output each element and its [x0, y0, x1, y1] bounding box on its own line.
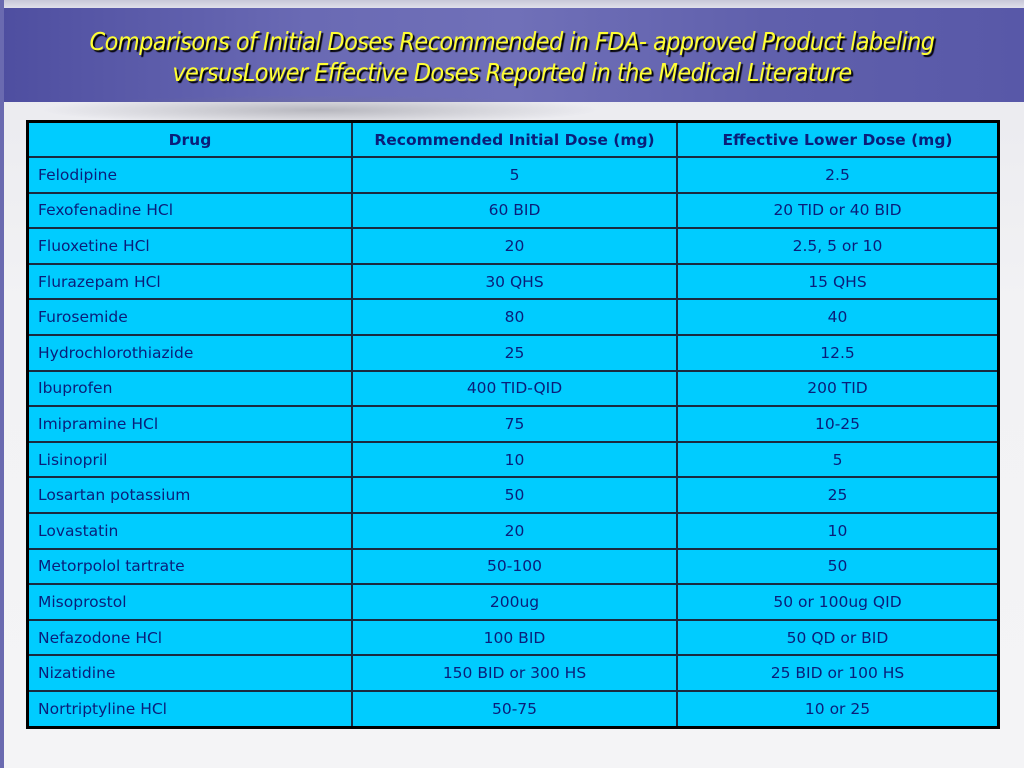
table-row: Nizatidine 150 BID or 300 HS 25 BID or 100… [26, 654, 1000, 692]
drug-cell: Hydrochlorothiazide [26, 333, 353, 372]
drug-cell: Nefazodone HCl [26, 618, 353, 657]
table-row: Imipramine HCl 75 10-25 [26, 405, 1000, 443]
recommended-dose-cell: 20 [351, 511, 678, 550]
drug-cell: Nizatidine [26, 654, 353, 692]
effective-dose-cell: 200 TID [676, 369, 1000, 408]
header-effective-dose: Effective Lower Dose (mg) [676, 120, 1000, 158]
table-row: Losartan potassium 50 25 [26, 476, 1000, 514]
left-edge-decoration [0, 0, 4, 768]
recommended-dose-cell: 30 QHS [351, 262, 678, 301]
recommended-dose-cell: 50 [351, 476, 678, 514]
table-row: Lovastatin 20 10 [26, 511, 1000, 550]
recommended-dose-cell: 60 BID [351, 191, 678, 230]
table-row: Nefazodone HCl 100 BID 50 QD or BID [26, 618, 1000, 657]
slide-title: Comparisons of Initial Doses Recommended… [0, 26, 1024, 88]
recommended-dose-cell: 400 TID-QID [351, 369, 678, 408]
effective-dose-cell: 40 [676, 298, 1000, 336]
table-row: Fluoxetine HCl 20 2.5, 5 or 10 [26, 227, 1000, 265]
drug-cell: Imipramine HCl [26, 405, 353, 443]
recommended-dose-cell: 50-75 [351, 689, 678, 729]
effective-dose-cell: 50 QD or BID [676, 618, 1000, 657]
drug-cell: Fexofenadine HCl [26, 191, 353, 230]
table-row: Nortriptyline HCl 50-75 10 or 25 [26, 689, 1000, 729]
effective-dose-cell: 50 or 100ug QID [676, 583, 1000, 621]
header-drug: Drug [26, 120, 353, 158]
drug-cell: Flurazepam HCl [26, 262, 353, 301]
effective-dose-cell: 10 or 25 [676, 689, 1000, 729]
recommended-dose-cell: 200ug [351, 583, 678, 621]
drug-cell: Losartan potassium [26, 476, 353, 514]
effective-dose-cell: 2.5 [676, 156, 1000, 194]
recommended-dose-cell: 150 BID or 300 HS [351, 654, 678, 692]
effective-dose-cell: 15 QHS [676, 262, 1000, 301]
drug-cell: Metorpolol tartrate [26, 547, 353, 586]
drug-cell: Felodipine [26, 156, 353, 194]
title-line-1: Comparisons of Initial Doses Recommended… [89, 27, 936, 56]
effective-dose-cell: 12.5 [676, 333, 1000, 372]
recommended-dose-cell: 10 [351, 440, 678, 479]
drug-cell: Misoprostol [26, 583, 353, 621]
effective-dose-cell: 20 TID or 40 BID [676, 191, 1000, 230]
drug-cell: Ibuprofen [26, 369, 353, 408]
title-line-2: versusLower Effective Doses Reported in … [172, 58, 852, 87]
recommended-dose-cell: 5 [351, 156, 678, 194]
table-header-row: Drug Recommended Initial Dose (mg) Effec… [26, 120, 1000, 158]
recommended-dose-cell: 50-100 [351, 547, 678, 586]
effective-dose-cell: 25 [676, 476, 1000, 514]
table-row: Misoprostol 200ug 50 or 100ug QID [26, 583, 1000, 621]
recommended-dose-cell: 75 [351, 405, 678, 443]
header-recommended-dose: Recommended Initial Dose (mg) [351, 120, 678, 158]
top-border [0, 0, 1024, 8]
effective-dose-cell: 10-25 [676, 405, 1000, 443]
table-row: Lisinopril 10 5 [26, 440, 1000, 479]
table-row: Furosemide 80 40 [26, 298, 1000, 336]
recommended-dose-cell: 80 [351, 298, 678, 336]
recommended-dose-cell: 100 BID [351, 618, 678, 657]
effective-dose-cell: 10 [676, 511, 1000, 550]
drug-cell: Lisinopril [26, 440, 353, 479]
table-row: Metorpolol tartrate 50-100 50 [26, 547, 1000, 586]
drug-cell: Nortriptyline HCl [26, 689, 353, 729]
dose-comparison-table: Drug Recommended Initial Dose (mg) Effec… [26, 120, 1000, 729]
effective-dose-cell: 50 [676, 547, 1000, 586]
effective-dose-cell: 5 [676, 440, 1000, 479]
drug-cell: Fluoxetine HCl [26, 227, 353, 265]
drug-cell: Furosemide [26, 298, 353, 336]
recommended-dose-cell: 25 [351, 333, 678, 372]
table-row: Hydrochlorothiazide 25 12.5 [26, 333, 1000, 372]
effective-dose-cell: 2.5, 5 or 10 [676, 227, 1000, 265]
table-row: Ibuprofen 400 TID-QID 200 TID [26, 369, 1000, 408]
table-row: Felodipine 5 2.5 [26, 156, 1000, 194]
effective-dose-cell: 25 BID or 100 HS [676, 654, 1000, 692]
table-row: Fexofenadine HCl 60 BID 20 TID or 40 BID [26, 191, 1000, 230]
title-banner [0, 8, 1024, 102]
table-row: Flurazepam HCl 30 QHS 15 QHS [26, 262, 1000, 301]
drug-cell: Lovastatin [26, 511, 353, 550]
recommended-dose-cell: 20 [351, 227, 678, 265]
